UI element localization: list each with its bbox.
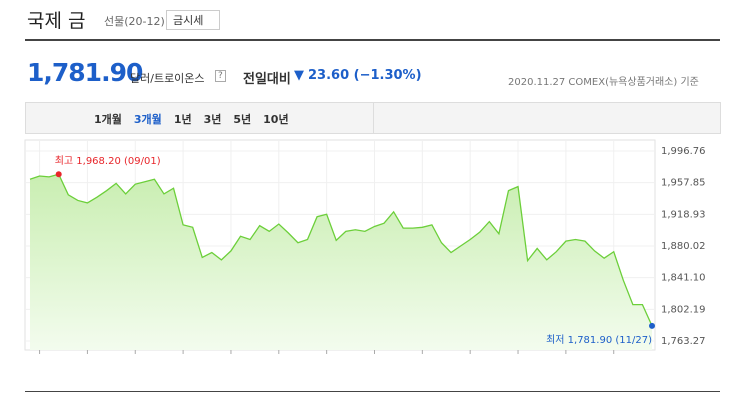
down-arrow: ▼ [294,68,304,83]
change: 23.60 (−1.30%) [308,68,422,83]
bottom-line [25,391,720,392]
tab-divider [373,103,374,133]
y-tick-label: 1,957.85 [661,178,706,189]
tabs: 1개월 3개월 1년 3년 5년 10년 [94,111,301,127]
tab[interactable]: 3개월 [133,113,162,126]
subtitle: 선물(20-12) [104,15,165,28]
y-tick-label: 1,802.19 [661,304,706,315]
source: 2020.11.27 COMEX(뉴욕상품거래소) 기준 [508,77,699,88]
y-tick-label: 1,880.02 [661,241,706,252]
y-tick-label: 1,918.93 [661,209,706,220]
line [29,173,653,327]
tab[interactable]: 5년 [233,113,252,126]
button[interactable]: 금시세 [166,10,221,30]
low-marker [649,322,655,329]
unit: 달러/트로이온스 [130,72,205,85]
tab[interactable]: 1개월 [94,113,122,126]
help[interactable]: ? [215,70,226,82]
title: 국제 금 [27,10,86,32]
y-tick-label: 1,763.27 [661,336,706,347]
price: 1,781.90 [27,58,143,87]
divider [25,39,720,41]
high-marker [55,171,62,178]
tab[interactable]: 10년 [263,113,289,126]
tab[interactable]: 1년 [173,113,192,126]
tab-bar: 1개월 3개월 1년 3년 5년 10년 [25,102,721,134]
tab[interactable]: 3년 [203,113,222,126]
area [30,174,652,350]
y-tick-label: 1,996.76 [661,146,706,157]
high-label: 최고 1,968.20 (09/01) [55,155,161,167]
change-label: 전일대비 [243,72,291,87]
chart: 1,763.27 1,802.19 1,841.10 1,880.02 1,918.93… [24,139,706,354]
y-tick-label: 1,841.10 [661,273,706,284]
low-label: 최저 1,781.90 (11/27) [546,334,652,346]
